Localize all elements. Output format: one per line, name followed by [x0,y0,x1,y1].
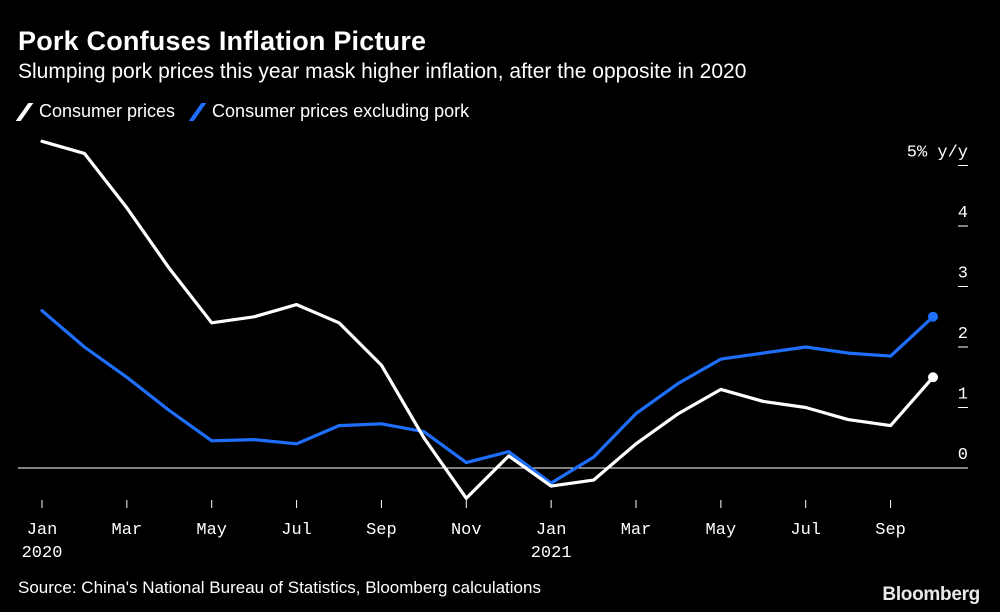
x-tick-label-2020-05: May [196,521,227,540]
x-tick-label-2021-03: Mar [621,521,652,540]
chart-subtitle: Slumping pork prices this year mask high… [18,60,747,83]
x-tick-label-2020-09: Sep [366,521,397,540]
chart-title: Pork Confuses Inflation Picture [18,26,427,56]
x-tick-label-2021-09: Sep [875,521,906,540]
source-note: Source: China's National Bureau of Stati… [18,578,541,597]
y-tick-label-0: 0 [958,446,968,465]
series-end-marker-consumer-prices-ex-pork [928,311,938,322]
series-end-marker-consumer-prices [928,372,938,383]
y-tick-label-5: 5% y/y [907,144,968,163]
x-tick-label-2020-01: Jan [27,521,58,540]
legend: Consumer prices Consumer prices excludin… [15,101,485,122]
x-tick-label-2021-01: Jan [536,521,567,540]
y-tick-label-1: 1 [958,386,968,405]
legend-item-consumer-prices-ex-pork: Consumer prices excluding pork [188,101,470,122]
series-line-consumer-prices-ex-pork [40,309,935,485]
legend-label-consumer-prices: Consumer prices [39,101,176,121]
legend-item-consumer-prices: Consumer prices [15,101,176,122]
x-tick-label-2021-05: May [706,521,737,540]
series-line-consumer-prices [40,139,935,500]
x-tick-label-2020-11: Nov [451,521,482,540]
legend-label-consumer-prices-ex-pork: Consumer prices excluding pork [212,101,470,121]
x-tick-label-2021-07: Jul [790,521,821,540]
y-tick-label-2: 2 [958,325,968,344]
y-tick-label-3: 3 [958,265,968,284]
x-tick-year-2021: 2021 [531,544,572,563]
bloomberg-logo: Bloomberg [882,584,980,605]
x-tick-label-2020-07: Jul [281,521,312,540]
x-tick-label-2020-03: Mar [112,521,143,540]
x-tick-year-2020: 2020 [22,544,63,563]
y-tick-label-4: 4 [958,204,968,223]
